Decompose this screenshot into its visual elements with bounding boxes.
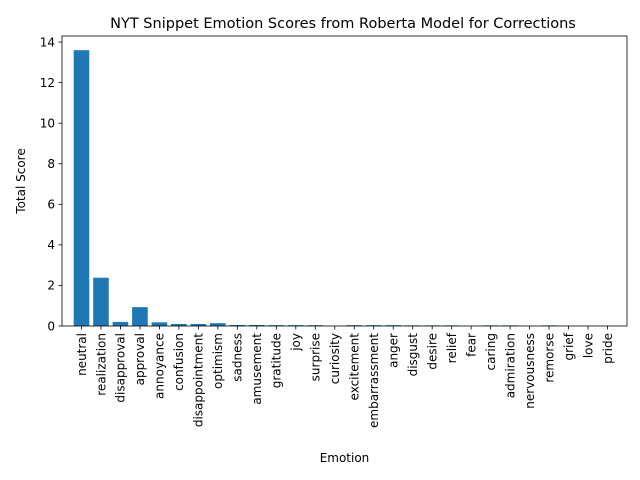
x-tick-label-anger: anger [387,333,401,368]
y-axis-label: Total Score [14,148,28,214]
x-tick-label-disappointment: disappointment [192,333,206,427]
x-tick-label-relief: relief [445,332,459,363]
x-tick-label-desire: desire [425,333,439,370]
y-tick-label: 4 [47,238,55,252]
x-tick-label-admiration: admiration [503,333,517,398]
x-tick-label-fear: fear [464,333,478,357]
x-tick-label-love: love [581,333,595,358]
bar-sadness [229,324,246,326]
x-tick-label-pride: pride [601,333,615,364]
x-tick-label-disapproval: disapproval [114,333,128,403]
bar-surprise [307,325,324,326]
y-axis: 0 2 4 6 8 10 12 14 [40,35,62,333]
bar-anger [385,325,401,326]
x-tick-label-excitement: excitement [348,333,362,401]
bars [73,50,557,327]
bar-amusement [249,324,265,326]
x-tick-label-disgust: disgust [406,333,420,377]
bar-annoyance [151,322,168,326]
x-tick-label-sadness: sadness [231,333,245,382]
x-tick-label-grief: grief [562,332,576,360]
x-tick-label-joy: joy [289,333,303,352]
y-tick-label: 2 [47,279,55,293]
bar-disapproval [112,321,129,326]
x-tick-label-confusion: confusion [172,333,186,391]
bar-gratitude [268,325,285,326]
x-tick-label-realization: realization [94,333,108,396]
y-tick-label: 14 [40,35,55,49]
x-tick-label-surprise: surprise [309,333,323,381]
x-tick-label-curiosity: curiosity [328,333,342,384]
x-tick-label-optimism: optimism [211,333,225,389]
y-tick-label: 10 [40,117,55,131]
y-tick-label: 6 [47,198,55,212]
x-tick-label-amusement: amusement [250,333,264,405]
x-tick-label-remorse: remorse [542,333,556,383]
x-tick-label-nervousness: nervousness [523,333,537,409]
bar-disappointment [190,323,207,326]
bar-realization [93,277,109,326]
x-axis-label: Emotion [320,451,370,465]
bar-optimism [210,323,226,326]
bar-confusion [171,323,187,326]
x-axis: neutral realization disapproval approval ann… [75,326,615,428]
bar-excitement [346,325,363,326]
x-tick-label-neutral: neutral [75,333,89,376]
bar-neutral [73,50,90,327]
chart-title: NYT Snippet Emotion Scores from Roberta … [110,16,576,32]
bar-joy [288,325,304,326]
x-tick-label-approval: approval [133,333,147,385]
x-tick-label-caring: caring [484,333,498,370]
x-tick-label-annoyance: annoyance [153,333,167,399]
bar-approval [132,307,148,326]
y-tick-label: 0 [47,319,55,333]
x-tick-label-embarrassment: embarrassment [367,333,381,428]
x-tick-label-gratitude: gratitude [270,333,284,388]
plot-frame [61,35,628,327]
bar-embarrassment [365,325,382,326]
y-tick-label: 8 [47,157,55,171]
y-tick-label: 12 [40,76,55,90]
